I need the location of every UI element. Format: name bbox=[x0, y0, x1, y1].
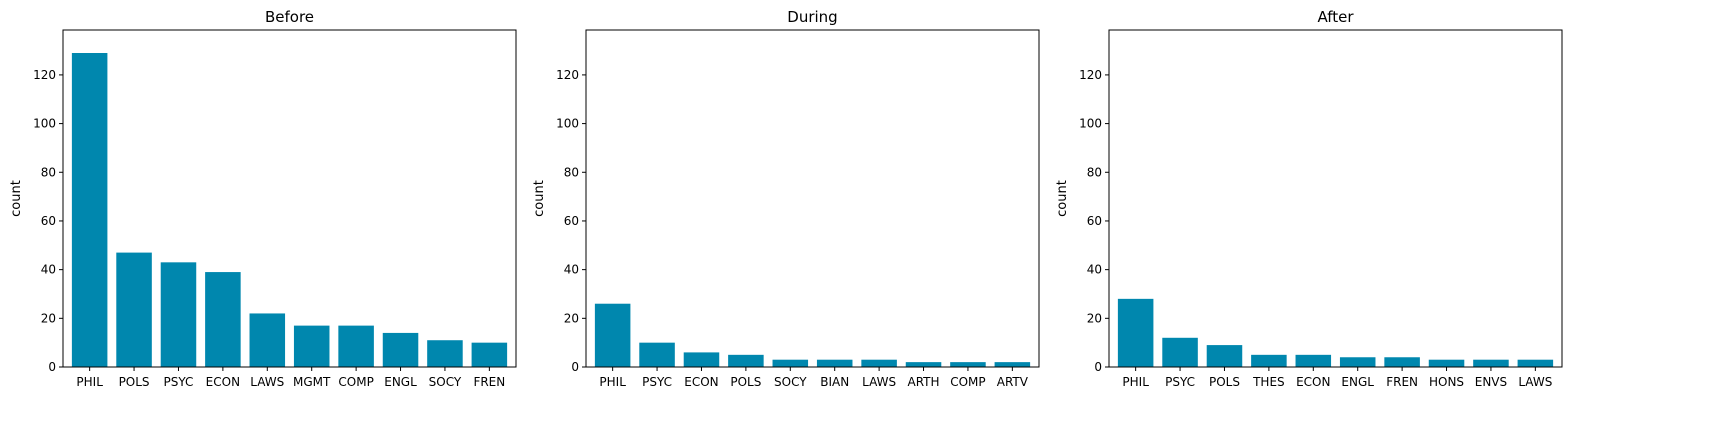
y-tick-label: 40 bbox=[564, 263, 579, 277]
y-tick-label: 120 bbox=[33, 68, 56, 82]
x-tick-label: SOCY bbox=[429, 375, 462, 389]
bar-envs bbox=[1473, 359, 1509, 367]
bar-socy bbox=[427, 340, 463, 367]
x-tick-label: COMP bbox=[950, 375, 985, 389]
y-tick-label: 100 bbox=[33, 117, 56, 131]
y-tick-label: 20 bbox=[41, 311, 56, 325]
bar-comp bbox=[950, 362, 986, 367]
bar-fren bbox=[1384, 357, 1420, 367]
y-tick-label: 0 bbox=[1094, 360, 1102, 374]
x-tick-label: POLS bbox=[119, 375, 150, 389]
bar-mgmt bbox=[293, 325, 330, 367]
x-tick-label: POLS bbox=[1209, 375, 1240, 389]
y-tick-label: 80 bbox=[41, 165, 56, 179]
bar-econ bbox=[1295, 354, 1332, 367]
x-tick-label: ECON bbox=[684, 375, 718, 389]
bar-laws bbox=[861, 359, 897, 367]
x-tick-label: COMP bbox=[338, 375, 373, 389]
bar-pols bbox=[728, 354, 764, 367]
x-tick-label: ENGL bbox=[384, 375, 417, 389]
y-tick-label: 20 bbox=[1087, 311, 1102, 325]
x-tick-label: POLS bbox=[730, 375, 761, 389]
axes-frame bbox=[585, 29, 1040, 368]
y-tick-label: 40 bbox=[41, 263, 56, 277]
y-tick-label: 20 bbox=[564, 311, 579, 325]
x-tick-label: PHIL bbox=[1122, 375, 1149, 389]
x-tick-label: PSYC bbox=[1165, 375, 1195, 389]
subplot-before: 0 20 40 60 80 100 120 PHIL POLS PSYC ECON LAWS MGMT C… bbox=[9, 8, 517, 389]
bar-phil bbox=[1117, 298, 1154, 367]
axes-frame bbox=[1108, 29, 1563, 368]
bar-phil bbox=[594, 303, 631, 367]
y-tick-label: 80 bbox=[564, 165, 579, 179]
x-tick-label: ARTH bbox=[908, 375, 940, 389]
y-tick-label: 0 bbox=[48, 360, 56, 374]
y-tick-label: 120 bbox=[1079, 68, 1102, 82]
y-axis-label: count bbox=[9, 180, 24, 217]
bar-econ bbox=[205, 272, 241, 367]
x-tick-label: FREN bbox=[1386, 375, 1418, 389]
axes-frame bbox=[62, 29, 517, 368]
bar-fren bbox=[471, 342, 508, 367]
x-tick-label: ENVS bbox=[1475, 375, 1507, 389]
y-tick-label: 60 bbox=[41, 214, 56, 228]
x-tick-label: FREN bbox=[473, 375, 505, 389]
bar-socy bbox=[772, 359, 809, 367]
y-tick-label: 100 bbox=[556, 117, 579, 131]
y-tick-label: 80 bbox=[1087, 165, 1102, 179]
bar-laws bbox=[249, 313, 286, 367]
bar-pols bbox=[116, 252, 152, 367]
subplot-during: 0 20 40 60 80 100 120 PHIL PSYC ECON POLS SOCY BIAN L… bbox=[532, 8, 1040, 389]
subplot-after: 0 20 40 60 80 100 120 PHIL PSYC POLS THES ECON ENGL F… bbox=[1055, 8, 1563, 389]
bar-thes bbox=[1251, 354, 1287, 367]
x-tick-label: PHIL bbox=[76, 375, 103, 389]
x-tick-label: ECON bbox=[1296, 375, 1330, 389]
bar-laws bbox=[1517, 359, 1554, 367]
y-tick-label: 40 bbox=[1087, 263, 1102, 277]
chart-title: After bbox=[1317, 8, 1354, 26]
x-tick-label: HONS bbox=[1429, 375, 1464, 389]
bar-phil bbox=[71, 53, 108, 367]
bar-econ bbox=[683, 352, 720, 367]
x-tick-label: PSYC bbox=[642, 375, 672, 389]
bar-arth bbox=[905, 362, 942, 367]
bar-engl bbox=[1339, 357, 1376, 367]
bar-comp bbox=[338, 325, 374, 367]
x-tick-label: MGMT bbox=[293, 375, 331, 389]
bar-artv bbox=[994, 362, 1031, 367]
y-tick-label: 120 bbox=[556, 68, 579, 82]
bar-engl bbox=[382, 332, 419, 367]
x-tick-label: PHIL bbox=[599, 375, 626, 389]
x-tick-label: BIAN bbox=[820, 375, 849, 389]
y-tick-label: 60 bbox=[564, 214, 579, 228]
bar-pols bbox=[1206, 345, 1243, 367]
x-tick-label: SOCY bbox=[774, 375, 807, 389]
x-tick-label: ARTV bbox=[997, 375, 1029, 389]
bar-psyc bbox=[160, 262, 197, 367]
y-axis-label: count bbox=[1055, 180, 1070, 217]
x-tick-label: ENGL bbox=[1341, 375, 1374, 389]
x-tick-label: THES bbox=[1252, 375, 1285, 389]
bar-psyc bbox=[639, 342, 675, 367]
x-tick-label: PSYC bbox=[164, 375, 194, 389]
chart-title: During bbox=[787, 8, 837, 26]
bar-hons bbox=[1428, 359, 1465, 367]
x-tick-label: ECON bbox=[206, 375, 240, 389]
bar-bian bbox=[816, 359, 853, 367]
y-tick-label: 100 bbox=[1079, 117, 1102, 131]
y-tick-label: 60 bbox=[1087, 214, 1102, 228]
x-tick-label: LAWS bbox=[1518, 375, 1552, 389]
x-tick-label: LAWS bbox=[250, 375, 284, 389]
y-tick-label: 0 bbox=[571, 360, 579, 374]
x-tick-label: LAWS bbox=[862, 375, 896, 389]
y-axis-label: count bbox=[532, 180, 547, 217]
bar-psyc bbox=[1162, 337, 1198, 367]
chart-title: Before bbox=[265, 8, 314, 26]
